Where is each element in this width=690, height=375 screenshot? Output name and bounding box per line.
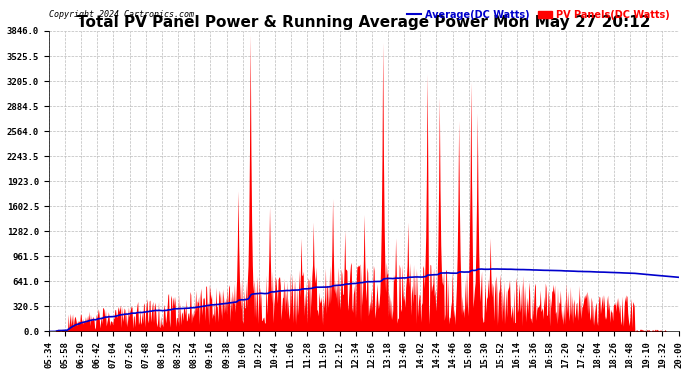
- Text: Copyright 2024 Cartronics.com: Copyright 2024 Cartronics.com: [49, 10, 194, 19]
- Legend: Average(DC Watts), PV Panels(DC Watts): Average(DC Watts), PV Panels(DC Watts): [403, 6, 673, 24]
- Title: Total PV Panel Power & Running Average Power Mon May 27 20:12: Total PV Panel Power & Running Average P…: [77, 15, 651, 30]
